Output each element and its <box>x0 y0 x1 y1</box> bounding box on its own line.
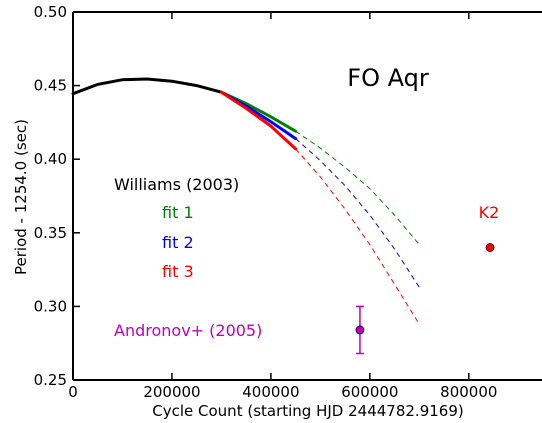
y-tick-label: 0.25 <box>34 371 67 389</box>
andronov-point <box>355 325 365 335</box>
andronov-label: Andronov+ (2005) <box>114 321 262 340</box>
fit3-solid-line <box>219 90 298 151</box>
y-tick-label: 0.40 <box>34 150 67 168</box>
y-tick-label: 0.50 <box>34 3 67 21</box>
fit3-label: fit 3 <box>162 262 194 281</box>
k2-point <box>485 243 495 252</box>
k2-label: K2 <box>479 203 500 222</box>
fit2-label: fit 2 <box>162 233 194 252</box>
series-layer <box>71 77 495 355</box>
plot-area <box>72 11 542 381</box>
williams-label: Williams (2003) <box>114 175 239 194</box>
x-axis-label: Cycle Count (starting HJD 2444782.9169) <box>152 402 463 420</box>
x-tick-label: 200000 <box>143 383 200 401</box>
x-tick-label: 0 <box>68 383 78 401</box>
fit1-label: fit 1 <box>162 203 194 222</box>
fit3-dashed-line <box>295 148 420 325</box>
y-tick-label: 0.45 <box>34 77 67 95</box>
star-name-label: FO Aqr <box>347 64 429 92</box>
ticks-layer: 0 200000 400000 600000 800000 0.25 0.30 0.35 0.4… <box>34 3 498 401</box>
y-tick-label: 0.30 <box>34 297 67 315</box>
williams-curve <box>71 77 223 96</box>
y-axis-label: Period - 1254.0 (sec) <box>12 119 30 275</box>
fit2-dashed-line <box>295 138 420 288</box>
x-tick-label: 600000 <box>341 383 398 401</box>
x-tick-label: 800000 <box>440 383 497 401</box>
y-tick-label: 0.35 <box>34 224 67 242</box>
x-tick-label: 400000 <box>242 383 299 401</box>
fit1-dashed-line <box>295 130 420 245</box>
